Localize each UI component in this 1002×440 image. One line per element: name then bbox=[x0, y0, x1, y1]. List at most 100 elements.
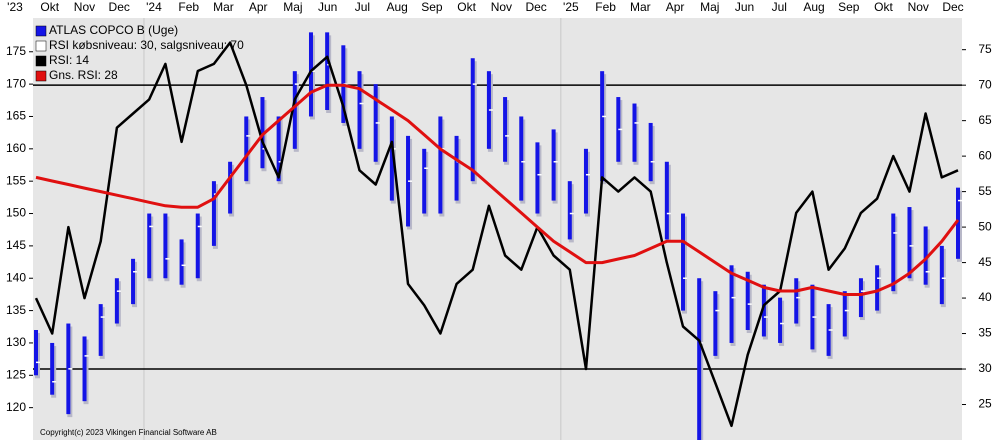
x-tick-label: Mar bbox=[630, 0, 651, 14]
grid bbox=[33, 18, 962, 440]
x-tick-label: Feb bbox=[595, 0, 616, 14]
x-tick-label: Okt bbox=[457, 0, 476, 14]
legend: ATLAS COPCO B (Uge)RSI købsniveau: 30, s… bbox=[35, 23, 244, 82]
price-range bbox=[454, 135, 459, 201]
x-tick-label: Okt bbox=[40, 0, 59, 14]
x-tick-label: Jun bbox=[318, 0, 337, 14]
avg-rsi-line bbox=[35, 83, 960, 296]
y-tick-label: 170 bbox=[6, 76, 26, 90]
x-tick-label: Maj bbox=[700, 0, 719, 14]
x-tick-label: Nov bbox=[74, 0, 95, 14]
y-tick-label: 160 bbox=[6, 141, 26, 155]
y2-tick-label: 55 bbox=[978, 184, 992, 198]
price-range bbox=[163, 213, 168, 279]
y-tick-label: 125 bbox=[6, 367, 26, 381]
price-range bbox=[389, 116, 394, 201]
x-tick-label: Dec bbox=[942, 0, 963, 14]
y2-tick-label: 35 bbox=[978, 326, 992, 340]
rsi-line bbox=[34, 41, 959, 428]
y-tick-label: 155 bbox=[6, 173, 26, 187]
x-tick-label: Jul bbox=[355, 0, 370, 14]
x-tick-label: Aug bbox=[386, 0, 407, 14]
x-tick-label: Nov bbox=[491, 0, 512, 14]
y2-tick-label: 30 bbox=[978, 361, 992, 375]
price-range bbox=[600, 71, 605, 182]
y-tick-label: 140 bbox=[6, 270, 26, 284]
x-tick-label: '24 bbox=[146, 0, 162, 14]
y2-tick-label: 40 bbox=[978, 290, 992, 304]
price-range bbox=[34, 330, 38, 376]
marks bbox=[34, 32, 962, 440]
price-range bbox=[939, 245, 944, 305]
price-range bbox=[211, 181, 216, 246]
price-range bbox=[778, 297, 783, 343]
price-range bbox=[195, 213, 200, 279]
price-range bbox=[632, 103, 637, 162]
y2-tick-label: 75 bbox=[978, 42, 992, 56]
price-range bbox=[664, 161, 669, 240]
price-range bbox=[276, 116, 281, 182]
legend-swatch bbox=[35, 70, 47, 82]
x-tick-label: Jul bbox=[772, 0, 787, 14]
price-range bbox=[583, 148, 588, 214]
x-tick-label: Feb bbox=[178, 0, 199, 14]
y-tick-label: 120 bbox=[6, 400, 26, 414]
x-tick-label: Okt bbox=[874, 0, 893, 14]
price-range bbox=[114, 278, 119, 324]
price-range bbox=[422, 148, 427, 214]
price-range bbox=[147, 213, 152, 279]
x-tick-label: Jun bbox=[735, 0, 754, 14]
price-range bbox=[567, 181, 572, 240]
y2-tick-label: 25 bbox=[978, 397, 992, 411]
x-tick-label: Maj bbox=[283, 0, 302, 14]
legend-swatch bbox=[35, 55, 47, 67]
price-range bbox=[713, 291, 718, 356]
price-range bbox=[50, 342, 55, 395]
price-range bbox=[551, 129, 556, 201]
price-range bbox=[648, 122, 653, 182]
x-tick-label: '23 bbox=[7, 0, 23, 14]
x-tick-label: Apr bbox=[666, 0, 685, 14]
y2-tick-label: 70 bbox=[978, 77, 992, 91]
price-range bbox=[98, 304, 103, 356]
price-range bbox=[308, 32, 313, 117]
price-range bbox=[842, 291, 847, 337]
y-tick-label: 145 bbox=[6, 238, 26, 252]
price-range bbox=[438, 116, 443, 214]
y-tick-label: 165 bbox=[6, 109, 26, 123]
price-range bbox=[891, 213, 896, 292]
price-range bbox=[82, 336, 87, 402]
price-range bbox=[794, 278, 799, 324]
price-range bbox=[697, 278, 702, 440]
copyright: Copyright(c) 2023 Vikingen Financial Sof… bbox=[40, 428, 217, 437]
price-range bbox=[681, 213, 686, 311]
y2-tick-label: 45 bbox=[978, 255, 992, 269]
legend-swatch bbox=[35, 25, 47, 37]
y-tick-label: 150 bbox=[6, 206, 26, 220]
x-tick-label: Nov bbox=[908, 0, 929, 14]
x-tick-label: Mar bbox=[213, 0, 234, 14]
price-range bbox=[228, 161, 233, 214]
x-tick-label: Aug bbox=[803, 0, 824, 14]
price-range bbox=[729, 265, 734, 343]
price-range bbox=[761, 284, 766, 337]
x-tick-label: '25 bbox=[563, 0, 579, 14]
price-range bbox=[923, 226, 928, 285]
y-tick-label: 175 bbox=[6, 44, 26, 58]
price-range bbox=[745, 271, 750, 330]
price-range bbox=[875, 265, 880, 311]
y-tick-label: 130 bbox=[6, 335, 26, 349]
y2-tick-label: 60 bbox=[978, 148, 992, 162]
x-tick-label: Apr bbox=[249, 0, 268, 14]
legend-label: RSI købsniveau: 30, salgsniveau: 70 bbox=[49, 38, 244, 52]
price-range bbox=[470, 58, 475, 182]
price-range bbox=[858, 278, 863, 318]
price-range bbox=[956, 187, 960, 259]
price-range bbox=[260, 97, 265, 169]
price-range bbox=[244, 116, 249, 182]
price-range bbox=[179, 239, 184, 285]
y2-tick-label: 65 bbox=[978, 113, 992, 127]
x-tick-label: Sep bbox=[838, 0, 860, 14]
legend-label: Gns. RSI: 28 bbox=[49, 68, 118, 82]
